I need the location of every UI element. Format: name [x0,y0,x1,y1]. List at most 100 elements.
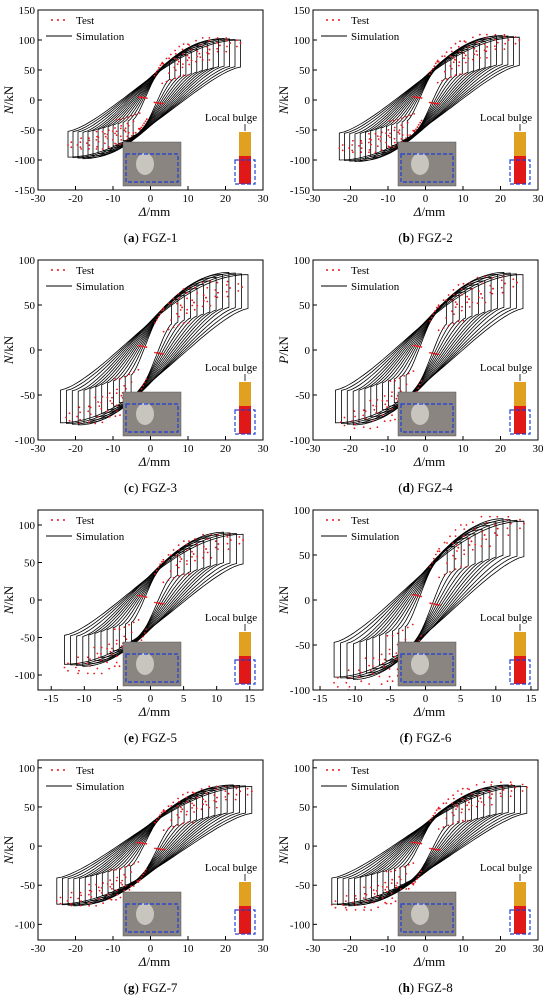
test-point [354,895,357,897]
chart-svg-d: -30 -20 -10 0 10 20 30-100-50050100Δ/mmP/kNTes… [276,255,545,495]
test-point [465,524,468,526]
test-point [414,344,416,347]
test-point [162,309,165,311]
x-tick-label: 30 [533,443,545,455]
x-tick-label: 10 [458,193,470,205]
test-point [132,862,135,865]
test-point [77,656,79,659]
test-point [182,822,184,825]
test-point [89,665,91,667]
y-tick-label: 150 [19,5,36,17]
test-point [205,804,208,806]
test-point [396,882,399,884]
test-point [97,415,99,418]
test-point [239,790,242,793]
test-point [224,790,227,792]
y-tick-label: -50 [295,390,310,402]
test-point [453,814,455,817]
test-point [455,808,457,810]
test-point [358,669,360,672]
column-highlight-box [234,659,256,685]
x-tick-label: 30 [258,443,270,455]
test-point [370,139,372,141]
test-point [111,647,113,650]
test-point [417,842,420,844]
test-point [172,549,175,551]
test-point [55,900,58,902]
test-point [157,847,160,850]
test-point [102,902,104,905]
test-point [430,70,433,73]
test-point [178,75,181,78]
test-point [414,881,417,883]
test-point [67,669,69,672]
test-point [457,64,460,67]
simulation-loop [92,41,214,157]
test-point [341,144,344,146]
test-point [101,421,104,424]
column-model-top [239,382,251,406]
test-loop [387,50,467,140]
test-point [139,127,142,130]
test-point [145,868,148,871]
test-point [485,538,488,541]
test-point [386,680,389,683]
test-point [113,628,116,631]
test-point [445,299,447,302]
test-point [132,132,135,134]
legend-test-marker [326,269,328,271]
chart-panel-h: -30 -20 -10 0 10 20 30 -100 -50 0 50 100 Δ/mm N/kN Tes… [275,750,550,1000]
test-point [365,893,368,896]
legend-test-marker [326,769,328,771]
test-point [514,42,517,45]
test-point [393,137,396,140]
test-point [442,299,445,301]
test-point [509,522,512,525]
column-model-bottom [239,906,251,934]
test-point [226,295,229,298]
test-point [70,141,73,144]
test-point [433,557,435,560]
test-point [102,882,104,884]
test-point [383,665,386,668]
test-point [384,403,387,406]
chart-panel-e: -15 -10 -5 0 5 10 15 -100 -50 0 50 100 Δ/mm N/kN Test S… [0,500,275,750]
test-point [137,619,140,621]
test-point [351,149,354,152]
legend-test-label: Test [76,265,94,277]
x-tick-label: 0 [423,943,429,955]
test-point [475,50,478,52]
test-loop [76,37,232,150]
test-point [120,882,122,884]
test-point [67,662,69,665]
x-axis-label: Δ/mm [138,704,170,719]
test-point [139,96,142,99]
simulation-loop [77,38,230,159]
test-point [375,405,378,407]
test-loop [120,805,184,888]
test-point [418,595,421,597]
test-loop [395,802,459,890]
test-point [479,797,482,800]
test-point [400,124,403,126]
test-point [496,534,499,536]
test-point [215,788,218,790]
test-point [137,841,140,844]
test-point [474,543,477,546]
y-axis-label: N/kN [276,585,291,615]
test-point [172,577,175,579]
test-point [187,43,189,45]
simulation-loop [354,785,503,906]
test-point [235,787,238,790]
test-point [363,897,365,899]
test-point [142,345,145,348]
test-point [137,96,140,99]
test-point [416,96,419,99]
test-point [224,796,227,798]
test-point [186,543,188,546]
test-point [504,36,507,38]
test-point [463,52,465,55]
test-point [362,409,365,412]
test-point [80,900,82,902]
test-point [345,681,348,684]
